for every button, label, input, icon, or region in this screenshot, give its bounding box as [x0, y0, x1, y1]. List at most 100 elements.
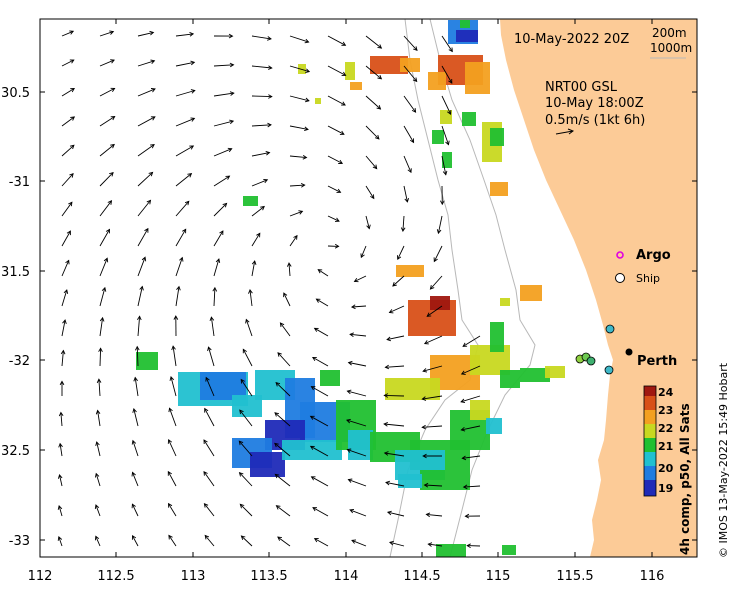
- current-vector-head: [421, 396, 427, 401]
- current-vector: [365, 35, 382, 49]
- current-vector-head: [238, 472, 244, 477]
- sst-patch: [486, 418, 502, 434]
- current-vector-head: [69, 59, 75, 64]
- current-time: 10-May 18:00Z: [545, 96, 644, 111]
- current-vector: [137, 228, 149, 247]
- current-vector: [137, 286, 143, 307]
- current-vector: [213, 92, 234, 97]
- current-vector-head: [338, 159, 344, 164]
- current-vector: [59, 474, 63, 487]
- current-vector: [365, 125, 380, 140]
- current-vector-head: [66, 230, 71, 236]
- current-vector-head: [251, 260, 257, 265]
- current-vector-head: [385, 480, 391, 486]
- argo-label: Argo: [636, 248, 671, 263]
- current-vector-head: [462, 484, 468, 490]
- current-vector: [354, 275, 367, 282]
- axis-tick-marks: [39, 19, 697, 557]
- credit-text: © IMOS 13-May-2022 15:49 Hobart: [717, 362, 730, 558]
- current-vector: [327, 215, 340, 222]
- current-vector: [175, 229, 187, 247]
- current-vector: [424, 484, 443, 487]
- current-vector-head: [349, 508, 355, 514]
- current-vector-head: [286, 262, 292, 267]
- current-vector: [277, 536, 291, 547]
- current-vector: [289, 210, 303, 217]
- colorbar-tick: 22: [658, 422, 673, 435]
- current-vector-head: [376, 105, 382, 110]
- current-vector: [289, 35, 309, 43]
- current-vector-head: [146, 199, 152, 205]
- current-vector: [245, 319, 253, 337]
- current-vector-head: [203, 502, 209, 508]
- current-vector: [327, 185, 341, 193]
- current-vector: [251, 152, 270, 157]
- sst-patch: [396, 265, 424, 277]
- current-vector-head: [204, 407, 209, 413]
- sst-patch: [400, 58, 420, 72]
- sst-patch: [250, 452, 285, 477]
- current-vector: [424, 335, 443, 345]
- current-vector-head: [150, 116, 156, 121]
- current-vector-head: [445, 140, 450, 146]
- current-vector: [327, 65, 346, 76]
- current-vector-head: [422, 368, 428, 373]
- current-vector-head: [448, 78, 453, 84]
- current-vector-head: [360, 253, 365, 259]
- current-vector: [95, 473, 101, 487]
- current-vector-head: [227, 147, 233, 153]
- current-vector: [289, 155, 307, 159]
- current-vector-head: [57, 536, 63, 541]
- current-vector: [351, 305, 367, 308]
- current-vector-head: [433, 257, 438, 263]
- sst-data-layer: [136, 20, 565, 557]
- current-vector: [168, 503, 177, 517]
- sst-patch: [520, 368, 550, 382]
- current-vector: [175, 117, 195, 127]
- current-vector-head: [167, 470, 172, 476]
- current-vector-head: [462, 342, 468, 347]
- current-vector: [61, 59, 75, 67]
- current-vector: [403, 185, 408, 202]
- current-vector-head: [300, 182, 306, 188]
- current-vector-head: [397, 255, 402, 261]
- current-vector-head: [274, 442, 279, 448]
- current-vector-head: [339, 130, 345, 135]
- current-vector: [175, 201, 190, 217]
- current-vector-head: [190, 117, 196, 122]
- current-vector: [348, 479, 367, 487]
- current-vector: [251, 233, 261, 247]
- current-vector-head: [309, 415, 315, 420]
- current-vector: [430, 275, 443, 290]
- current-vector-head: [265, 150, 271, 156]
- current-vector-head: [204, 534, 210, 540]
- current-vector-head: [274, 412, 280, 417]
- current-vector: [289, 95, 310, 102]
- current-vector-head: [103, 257, 109, 263]
- current-vector: [58, 536, 63, 547]
- sst-patch: [282, 440, 342, 460]
- sst-patch: [232, 395, 262, 417]
- current-vector-head: [205, 376, 210, 382]
- current-vector: [288, 263, 291, 277]
- current-vector: [463, 485, 481, 488]
- current-vector-head: [383, 451, 389, 456]
- current-vector-head: [347, 360, 353, 366]
- current-vector-head: [448, 47, 453, 53]
- current-vector: [134, 377, 139, 397]
- current-vector-head: [141, 256, 147, 262]
- sst-patch: [500, 370, 520, 388]
- current-vector: [251, 124, 272, 127]
- current-vector-head: [239, 409, 244, 415]
- current-vector-head: [168, 502, 173, 508]
- current-vector-head: [144, 227, 149, 233]
- current-vector-head: [69, 173, 74, 178]
- current-vector: [289, 184, 305, 187]
- sst-patch: [430, 296, 450, 310]
- current-vector: [251, 65, 272, 69]
- current-vector-head: [98, 347, 103, 353]
- sst-patch: [320, 370, 340, 386]
- current-vector-head: [176, 285, 181, 291]
- x-tick-label: 113.5: [250, 569, 287, 584]
- current-vector: [175, 33, 194, 37]
